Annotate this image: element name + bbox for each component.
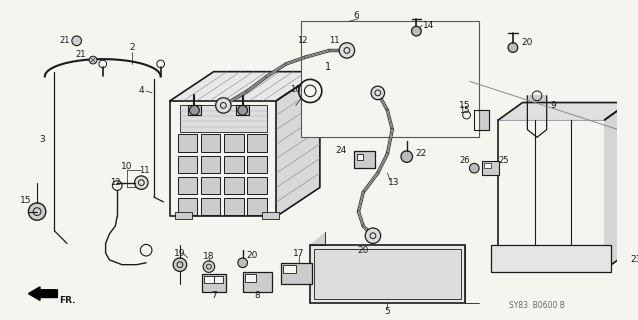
Text: 5: 5 <box>385 307 390 316</box>
FancyArrow shape <box>29 287 57 300</box>
Text: 2: 2 <box>129 43 135 52</box>
Circle shape <box>89 56 97 64</box>
Text: 15: 15 <box>459 101 470 110</box>
Bar <box>180 105 267 132</box>
Text: 4: 4 <box>138 86 144 95</box>
Bar <box>244 274 256 282</box>
Bar <box>310 245 464 303</box>
Text: 20: 20 <box>522 38 533 47</box>
Circle shape <box>339 43 355 58</box>
Circle shape <box>29 203 46 220</box>
Circle shape <box>371 86 385 100</box>
Text: 3: 3 <box>39 135 45 144</box>
Text: 17: 17 <box>293 249 304 258</box>
Polygon shape <box>528 96 547 137</box>
Text: 10: 10 <box>121 162 133 171</box>
Text: 12: 12 <box>297 36 308 45</box>
Bar <box>214 276 223 283</box>
Text: 19: 19 <box>174 249 186 258</box>
Bar <box>484 163 491 168</box>
Polygon shape <box>605 102 628 269</box>
Bar <box>248 134 267 152</box>
Circle shape <box>238 258 248 268</box>
Polygon shape <box>170 72 320 100</box>
Text: 25: 25 <box>498 156 508 165</box>
Text: FR.: FR. <box>59 296 75 305</box>
Text: 14: 14 <box>423 21 434 30</box>
Bar <box>283 265 296 273</box>
Text: 20: 20 <box>247 251 258 260</box>
Circle shape <box>365 228 381 244</box>
Circle shape <box>412 26 421 36</box>
Bar <box>225 198 244 215</box>
Bar <box>248 156 267 173</box>
Bar <box>178 198 197 215</box>
Text: 7: 7 <box>211 291 216 300</box>
Circle shape <box>508 43 517 52</box>
Text: 24: 24 <box>336 146 346 155</box>
Bar <box>201 177 221 194</box>
Polygon shape <box>498 102 628 120</box>
Circle shape <box>189 105 199 115</box>
Text: 21: 21 <box>75 50 85 59</box>
Bar <box>201 156 221 173</box>
Bar <box>281 263 312 284</box>
Bar <box>188 105 201 115</box>
Bar <box>357 154 363 160</box>
Bar <box>201 198 221 215</box>
Bar <box>225 134 244 152</box>
Bar <box>201 134 221 152</box>
Bar <box>482 161 500 175</box>
Text: 18: 18 <box>203 252 214 261</box>
Circle shape <box>470 163 479 173</box>
Text: 20: 20 <box>358 246 369 255</box>
Circle shape <box>203 261 214 272</box>
Bar <box>175 212 193 219</box>
Text: 15: 15 <box>20 196 31 205</box>
Circle shape <box>135 176 148 189</box>
Bar <box>314 249 461 300</box>
Text: 13: 13 <box>389 178 400 187</box>
Text: 22: 22 <box>415 149 427 158</box>
Circle shape <box>173 258 187 271</box>
Bar <box>225 156 244 173</box>
Text: 8: 8 <box>255 291 260 300</box>
Bar <box>498 120 605 269</box>
Bar <box>262 212 279 219</box>
Circle shape <box>238 105 248 115</box>
Bar <box>178 134 197 152</box>
Bar <box>248 177 267 194</box>
Text: 9: 9 <box>551 101 556 110</box>
Bar <box>204 276 214 283</box>
Bar <box>248 198 267 215</box>
Circle shape <box>401 151 413 162</box>
Bar <box>236 105 249 115</box>
Polygon shape <box>310 232 325 245</box>
Text: 15: 15 <box>459 106 470 115</box>
Text: 23: 23 <box>631 255 638 264</box>
Bar <box>225 177 244 194</box>
Bar <box>353 151 375 168</box>
Bar <box>242 272 272 292</box>
Circle shape <box>72 36 82 46</box>
Bar <box>491 245 611 272</box>
Text: 11: 11 <box>139 166 149 175</box>
Bar <box>178 177 197 194</box>
Polygon shape <box>276 72 320 216</box>
Bar <box>202 274 226 292</box>
Polygon shape <box>170 100 276 216</box>
Text: 6: 6 <box>353 11 359 20</box>
Text: 11: 11 <box>329 36 339 45</box>
Text: 12: 12 <box>110 178 121 187</box>
Text: SY83  B0600 B: SY83 B0600 B <box>509 301 565 310</box>
Polygon shape <box>474 110 489 130</box>
Text: 21: 21 <box>60 36 70 45</box>
Bar <box>300 21 479 137</box>
Bar <box>178 156 197 173</box>
Text: 1: 1 <box>325 62 330 72</box>
Circle shape <box>216 98 231 113</box>
Text: 16: 16 <box>290 84 301 93</box>
Text: 26: 26 <box>459 156 470 165</box>
